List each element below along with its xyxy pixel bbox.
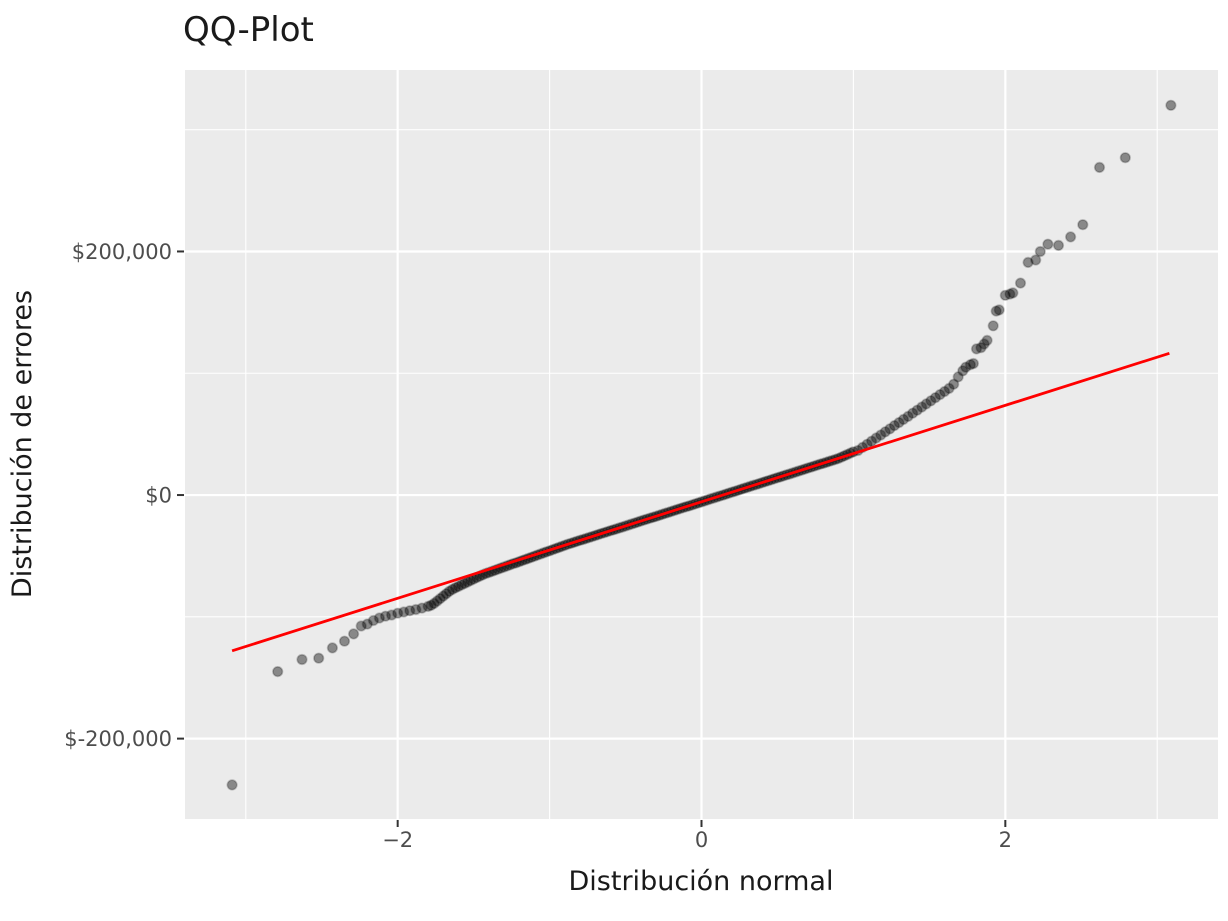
qq-point bbox=[313, 652, 325, 664]
qq-point bbox=[431, 595, 443, 607]
qq-point bbox=[879, 426, 891, 438]
qq-point bbox=[455, 579, 468, 591]
qq-point bbox=[1022, 256, 1034, 269]
qq-point bbox=[1093, 161, 1106, 173]
y-tick-label: $-200,000 bbox=[64, 727, 172, 751]
qq-point bbox=[978, 338, 990, 350]
qq-point bbox=[952, 371, 964, 383]
qq-point bbox=[884, 423, 896, 435]
qq-point bbox=[1042, 238, 1054, 250]
qq-point bbox=[226, 779, 238, 791]
qq-point bbox=[929, 392, 942, 404]
qq-point bbox=[925, 395, 937, 407]
qq-point bbox=[367, 614, 380, 627]
qq-point bbox=[1077, 219, 1089, 231]
qq-point bbox=[443, 585, 455, 597]
x-tick-label: 2 bbox=[999, 828, 1012, 852]
qq-point bbox=[938, 385, 951, 398]
qq-point bbox=[1034, 245, 1046, 258]
qq-point bbox=[975, 342, 987, 354]
qq-point bbox=[326, 642, 339, 654]
qq-point bbox=[934, 389, 946, 401]
qq-point bbox=[893, 417, 905, 429]
qq-point bbox=[452, 580, 465, 593]
qq-point bbox=[964, 359, 977, 371]
qq-point bbox=[1014, 277, 1027, 289]
qq-point bbox=[338, 635, 351, 647]
qq-point bbox=[875, 429, 887, 441]
qq-point bbox=[943, 382, 955, 395]
qq-point bbox=[386, 609, 398, 621]
qq-point bbox=[348, 628, 360, 640]
qq-point bbox=[440, 588, 452, 600]
qq-point bbox=[437, 590, 449, 602]
qq-point bbox=[404, 605, 416, 617]
qq-point bbox=[398, 606, 410, 618]
major-gridlines bbox=[185, 70, 1218, 819]
qq-point bbox=[967, 357, 980, 370]
qq-point bbox=[897, 413, 910, 426]
qq-point bbox=[920, 398, 932, 410]
x-axis-title: Distribución normal bbox=[569, 866, 834, 897]
qq-point bbox=[449, 582, 462, 594]
qq-point bbox=[428, 597, 440, 610]
qq-point bbox=[1119, 152, 1131, 164]
qq-point bbox=[379, 610, 392, 622]
qq-point bbox=[272, 665, 284, 678]
qq-point bbox=[888, 420, 901, 432]
qq-point bbox=[948, 378, 960, 390]
axis-tick-marks bbox=[177, 250, 1007, 827]
qq-point bbox=[960, 361, 972, 373]
qq-point bbox=[907, 407, 919, 419]
qq-point bbox=[1007, 287, 1019, 299]
y-axis-title: Distribución de errores bbox=[7, 290, 38, 598]
y-tick-label: $200,000 bbox=[72, 240, 172, 264]
qq-point bbox=[355, 620, 367, 632]
qq-point bbox=[1064, 231, 1077, 243]
qq-point bbox=[981, 334, 993, 347]
qq-point bbox=[425, 599, 437, 611]
qq-point bbox=[361, 618, 373, 630]
qq-point bbox=[373, 612, 386, 624]
qq-point bbox=[1030, 254, 1042, 266]
qq-point bbox=[911, 404, 923, 416]
qq-point bbox=[296, 653, 308, 666]
axis-tick-labels: −2 0 2 $200,000 $0 $-200,000 bbox=[64, 240, 1012, 852]
qq-point bbox=[916, 401, 928, 413]
qq-point bbox=[870, 432, 882, 444]
plot-title: QQ-Plot bbox=[183, 10, 314, 50]
qq-point bbox=[999, 289, 1011, 301]
qq-point bbox=[458, 577, 471, 590]
qq-point bbox=[434, 592, 446, 605]
qq-point bbox=[416, 602, 428, 614]
qq-point bbox=[392, 607, 404, 619]
qq-point bbox=[422, 600, 434, 613]
x-tick-label: −2 bbox=[382, 828, 413, 852]
qq-point bbox=[865, 435, 878, 447]
qq-point bbox=[902, 410, 914, 423]
qq-point bbox=[1052, 239, 1065, 251]
qq-point bbox=[993, 304, 1005, 316]
qq-point bbox=[987, 320, 999, 332]
qq-point bbox=[1004, 288, 1016, 300]
reference-line bbox=[231, 351, 1170, 653]
qq-point bbox=[446, 583, 459, 596]
qq-point bbox=[990, 305, 1002, 317]
qq-point bbox=[970, 343, 983, 355]
y-tick-label: $0 bbox=[145, 484, 172, 508]
x-tick-label: 0 bbox=[695, 828, 708, 852]
qq-point bbox=[410, 603, 422, 616]
qq-point bbox=[1165, 99, 1177, 111]
qq-point bbox=[957, 365, 969, 377]
